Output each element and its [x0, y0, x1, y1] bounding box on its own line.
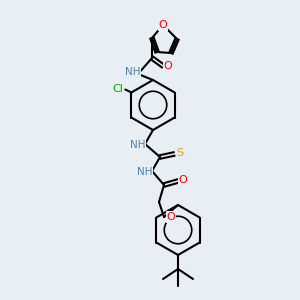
Text: NH: NH [130, 140, 146, 150]
Text: O: O [178, 175, 188, 185]
Text: O: O [164, 61, 172, 71]
Text: Cl: Cl [112, 85, 123, 94]
Text: NH: NH [137, 167, 153, 177]
Text: NH: NH [125, 67, 141, 77]
Text: O: O [159, 20, 167, 30]
Text: O: O [167, 212, 176, 222]
Text: S: S [176, 148, 184, 158]
